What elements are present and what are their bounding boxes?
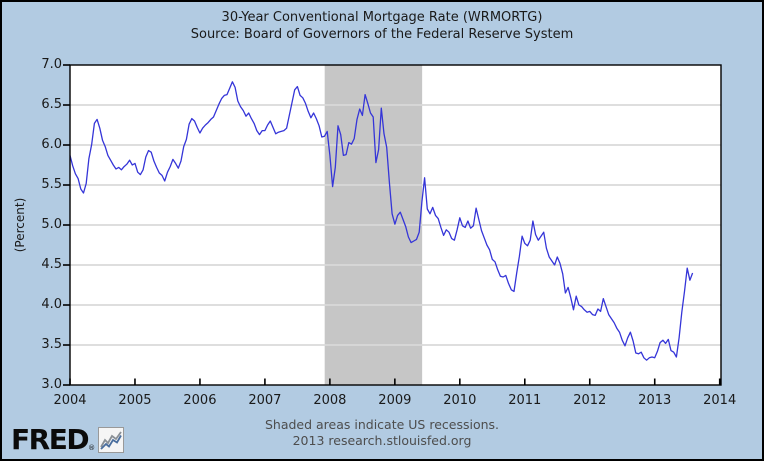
y-axis-tick-label: 6.0 xyxy=(41,137,62,152)
y-axis-tick-label: 4.0 xyxy=(41,297,62,312)
y-axis-tick-label: 7.0 xyxy=(41,57,62,72)
y-axis-tick-label: 3.5 xyxy=(41,337,62,352)
x-axis-tick-label: 2014 xyxy=(703,393,737,408)
chart-title: 30-Year Conventional Mortgage Rate (WRMO… xyxy=(221,10,543,25)
x-axis-tick-label: 2004 xyxy=(53,393,87,408)
y-axis-tick-label: 3.0 xyxy=(41,377,62,392)
fred-logo: FRED ® xyxy=(11,423,125,456)
x-axis-tick-label: 2008 xyxy=(313,393,347,408)
y-axis-tick-label: 4.5 xyxy=(41,257,62,272)
chart-header: 30-Year Conventional Mortgage Rate (WRMO… xyxy=(2,9,762,43)
y-axis-tick-label: 5.0 xyxy=(41,217,62,232)
chart-subtitle: Source: Board of Governors of the Federa… xyxy=(190,27,574,42)
registered-trademark-mark: ® xyxy=(88,444,96,452)
x-axis-tick-label: 2005 xyxy=(118,393,152,408)
recession-note: Shaded areas indicate US recessions. xyxy=(264,417,500,432)
x-axis-tick-label: 2011 xyxy=(508,393,542,408)
x-axis-tick-label: 2007 xyxy=(248,393,282,408)
attribution-text: 2013 research.stlouisfed.org xyxy=(292,433,472,448)
x-axis-tick-label: 2006 xyxy=(183,393,217,408)
fred-logo-text: FRED xyxy=(11,423,90,456)
y-axis-tick-label: 5.5 xyxy=(41,177,62,192)
mini-line-chart-icon xyxy=(98,427,125,453)
x-axis-tick-label: 2010 xyxy=(443,393,477,408)
y-axis-tick-label: 6.5 xyxy=(41,97,62,112)
x-axis-tick-label: 2009 xyxy=(378,393,412,408)
x-axis-tick-label: 2012 xyxy=(573,393,607,408)
mortgage-rate-line xyxy=(69,81,694,361)
x-axis-tick-label: 2013 xyxy=(638,393,672,408)
